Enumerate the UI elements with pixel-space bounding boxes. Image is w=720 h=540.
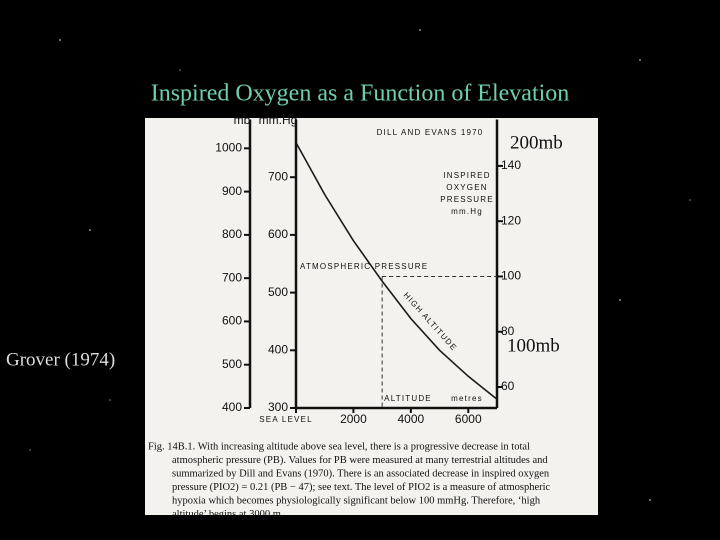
y2-tick-label: 500 — [222, 357, 242, 371]
y-tick-label: 400 — [268, 342, 288, 356]
side-label: 100mb — [507, 335, 560, 356]
x-axis-label: ALTITUDE — [384, 394, 432, 403]
y2-tick-label: 400 — [222, 400, 242, 414]
side-label: 200mb — [510, 132, 563, 153]
y3-axis-label: OXYGEN — [446, 183, 487, 192]
y3-tick-label: 140 — [501, 158, 521, 172]
y2-tick-label: 900 — [222, 184, 242, 198]
slide-title: Inspired Oxygen as a Function of Elevati… — [151, 81, 570, 107]
figure-background — [145, 118, 598, 515]
y-tick-label: 600 — [268, 227, 288, 241]
y-tick-label: 500 — [268, 285, 288, 299]
y3-tick-label: 100 — [501, 269, 521, 283]
y3-axis-label: mm.Hg — [451, 207, 483, 216]
source: Grover (1974) — [6, 349, 115, 370]
y3-tick-label: 80 — [501, 324, 515, 338]
x-tick-label: SEA LEVEL — [259, 415, 313, 424]
y3-tick-label: 60 — [501, 379, 515, 393]
y2-tick-label: 700 — [222, 270, 242, 284]
y-tick-label: 300 — [268, 400, 288, 414]
y2-tick-label: 800 — [222, 227, 242, 241]
stars — [29, 29, 691, 501]
caption-line: Fig. 14B.1. With increasing altitude abo… — [148, 441, 530, 452]
x-axis-unit: metres — [451, 394, 483, 403]
figure: DILL AND EVANS 1970 mm.Hg mb 300 400 500 600 70… — [148, 113, 551, 520]
series-label: ATMOSPHERIC PRESSURE — [300, 262, 428, 271]
caption-line: summarized by Dill and Evans (1970). The… — [172, 468, 550, 479]
y2-tick-label: 1000 — [215, 140, 242, 154]
y3-axis-label: INSPIRED — [443, 171, 490, 180]
chart-title: DILL AND EVANS 1970 — [377, 128, 484, 137]
x-tick-label: 4000 — [398, 412, 425, 426]
caption-line: altitude’ begins at 3000 m. — [172, 509, 284, 520]
caption-line: pressure (PIO2) = 0.21 (PB − 47); see te… — [172, 482, 551, 493]
y2-tick-label: 600 — [222, 314, 242, 328]
data-line — [295, 142, 498, 400]
x-tick-label: 6000 — [455, 412, 482, 426]
y3-axis-label: PRESSURE — [440, 195, 494, 204]
caption-line: hypoxia which becomes physiologically si… — [172, 495, 541, 506]
y-axis-label: mm.Hg — [259, 113, 298, 127]
y3-tick-label: 120 — [501, 213, 521, 227]
caption-line: atmospheric pressure (PB). Values for PB… — [172, 455, 548, 466]
y2-axis-label: mb — [234, 113, 251, 127]
y-tick-label: 700 — [268, 169, 288, 183]
x-tick-label: 2000 — [340, 412, 367, 426]
